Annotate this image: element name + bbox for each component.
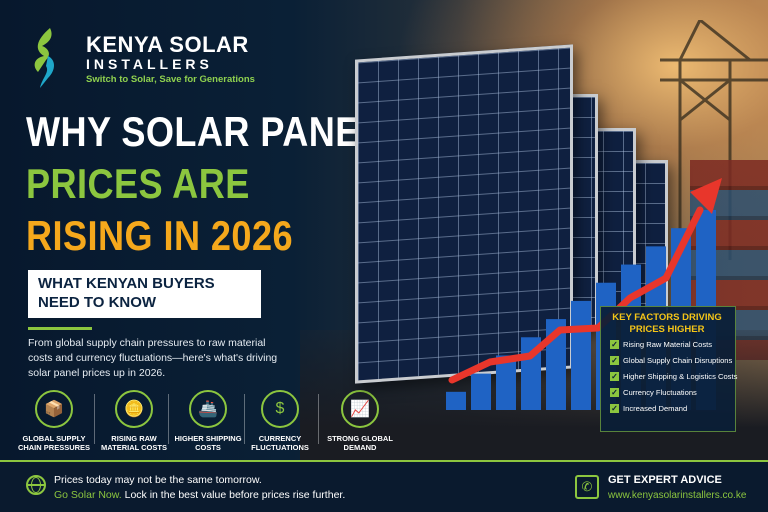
- checkmark-icon: ✓: [610, 356, 619, 365]
- headline-line3: RISING IN 2026: [26, 212, 294, 259]
- footer-message: Prices today may not be the same tomorro…: [54, 474, 262, 486]
- key-factor-item: ✓ Increased Demand: [610, 404, 687, 413]
- key-factor-item: ✓ Currency Fluctuations: [610, 388, 697, 397]
- factor-divider: [318, 394, 319, 444]
- checkmark-icon: ✓: [610, 340, 619, 349]
- key-factors-box: [600, 306, 736, 432]
- factor-label-line1: CURRENCY: [258, 434, 302, 443]
- factor-label-line1: STRONG GLOBAL: [327, 434, 393, 443]
- footer-cta-rest: Lock in the best value before prices ris…: [121, 489, 346, 501]
- box-icon: 📦: [35, 390, 73, 428]
- brand-name-line2: INSTALLERS: [86, 56, 213, 72]
- key-factor-text: Increased Demand: [623, 404, 688, 413]
- subheadline-line2: NEED TO KNOW: [38, 294, 157, 311]
- brand-tagline: Switch to Solar, Save for Generations: [86, 74, 255, 85]
- key-factors-title-line1: KEY FACTORS DRIVING: [612, 312, 722, 323]
- key-factor-text: Currency Fluctuations: [623, 388, 697, 397]
- factor-divider: [168, 394, 169, 444]
- subheadline-line1: WHAT KENYAN BUYERS: [38, 275, 215, 292]
- factor-shipping: 🚢 HIGHER SHIPPING COSTS: [170, 390, 246, 452]
- key-factor-text: Global Supply Chain Disruptions: [623, 356, 733, 365]
- expert-advice-label[interactable]: GET EXPERT ADVICE: [608, 474, 722, 486]
- rising-arrow-line: [448, 206, 704, 384]
- factor-supply-chain: 📦 GLOBAL SUPPLY CHAIN PRESSURES: [16, 390, 92, 452]
- coins-icon: 🪙: [115, 390, 153, 428]
- factor-raw-materials: 🪙 RISING RAW MATERIAL COSTS: [96, 390, 172, 452]
- website-link[interactable]: www.kenyasolarinstallers.co.ke: [608, 490, 747, 501]
- subheadline-box: [28, 270, 261, 318]
- logo-bolt-icon: [34, 28, 54, 88]
- key-factor-item: ✓ Rising Raw Material Costs: [610, 340, 712, 349]
- intro-paragraph: From global supply chain pressures to ra…: [28, 337, 278, 379]
- factor-divider: [94, 394, 95, 444]
- factor-label-line2: DEMAND: [343, 443, 377, 452]
- chart-bar: [446, 391, 466, 410]
- phone-icon[interactable]: ✆: [575, 475, 599, 499]
- footer-call-to-action: Go Solar Now. Lock in the best value bef…: [54, 489, 345, 501]
- chart-bar: [571, 300, 591, 410]
- chart-bar: [471, 373, 491, 410]
- growth-chart-icon: 📈: [341, 390, 379, 428]
- factor-currency: $ CURRENCY FLUCTUATIONS: [242, 390, 318, 452]
- brand-name-line1: KENYA SOLAR: [86, 32, 249, 57]
- go-solar-highlight: Go Solar Now.: [54, 489, 122, 501]
- ship-icon: 🚢: [189, 390, 227, 428]
- globe-icon: [26, 475, 46, 495]
- footer-bar: [0, 460, 768, 512]
- key-factor-item: ✓ Global Supply Chain Disruptions: [610, 356, 732, 365]
- currency-icon: $: [261, 390, 299, 428]
- checkmark-icon: ✓: [610, 388, 619, 397]
- accent-divider: [28, 327, 92, 330]
- factor-label-line2: MATERIAL COSTS: [101, 443, 167, 452]
- checkmark-icon: ✓: [610, 372, 619, 381]
- factor-label-line1: RISING RAW: [111, 434, 157, 443]
- arrow-head-icon: [690, 178, 722, 214]
- headline-line1: WHY SOLAR PANEL: [26, 108, 383, 155]
- factor-divider: [244, 394, 245, 444]
- key-factor-text: Rising Raw Material Costs: [623, 340, 713, 349]
- factor-label-line1: GLOBAL SUPPLY: [22, 434, 86, 443]
- key-factors-title-line2: PRICES HIGHER: [629, 324, 705, 335]
- key-factor-item: ✓ Higher Shipping & Logistics Costs: [610, 372, 737, 381]
- factor-label-line1: HIGHER SHIPPING: [174, 434, 242, 443]
- factor-demand: 📈 STRONG GLOBAL DEMAND: [322, 390, 398, 452]
- factor-label-line2: FLUCTUATIONS: [251, 443, 309, 452]
- headline-line2: PRICES ARE: [26, 160, 250, 207]
- factor-label-line2: CHAIN PRESSURES: [17, 443, 91, 452]
- chart-bar: [496, 355, 516, 410]
- key-factor-text: Higher Shipping & Logistics Costs: [623, 372, 738, 381]
- factor-label-line2: COSTS: [195, 443, 221, 452]
- checkmark-icon: ✓: [610, 404, 619, 413]
